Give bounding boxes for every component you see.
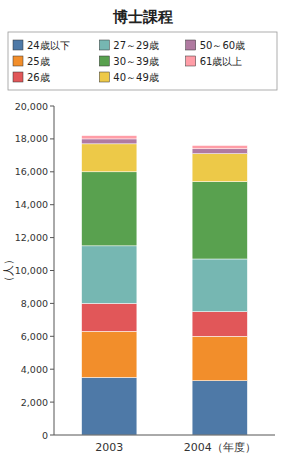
y-tick-label: 4,000 xyxy=(21,364,48,375)
legend-swatch xyxy=(99,40,109,50)
legend-frame xyxy=(8,32,277,90)
bar-segment xyxy=(82,331,137,377)
bars xyxy=(82,136,248,435)
y-tick xyxy=(50,204,54,205)
chart: 博士課程 24歳以下 25歳 26歳 27～29歳 30～39歳 40～49歳 50～60歳 6… xyxy=(0,0,285,465)
legend-swatch xyxy=(13,72,23,82)
bar-segment xyxy=(82,139,137,144)
y-tick-label: 16,000 xyxy=(15,166,48,177)
y-tick xyxy=(50,435,54,436)
legend-swatch xyxy=(13,56,23,66)
bar-segment xyxy=(82,172,137,246)
legend-swatch xyxy=(99,56,109,66)
bar-segment xyxy=(82,136,137,139)
bar-segment xyxy=(82,303,137,331)
legend-label: 50～60歳 xyxy=(200,40,245,51)
y-tick xyxy=(50,270,54,271)
y-tick-label: 10,000 xyxy=(15,265,48,276)
legend-label: 61歳以上 xyxy=(200,56,243,67)
legend-swatch xyxy=(99,72,109,82)
legend-swatch xyxy=(186,56,196,66)
legend-label: 24歳以下 xyxy=(27,40,70,51)
bar-segment xyxy=(192,182,247,259)
bar-segment xyxy=(192,154,247,182)
y-tick xyxy=(50,402,54,403)
y-tick-label: 8,000 xyxy=(21,298,48,309)
bar-segment xyxy=(82,144,137,172)
y-tick-label: 20,000 xyxy=(15,101,48,112)
x-tick-label: 2003 xyxy=(95,441,123,454)
bar-segment xyxy=(192,312,247,337)
y-axis: 0 2,000 4,000 6,000 8,000 10,000 12,000 14,000 1… xyxy=(15,101,54,441)
legend: 24歳以下 25歳 26歳 27～29歳 30～39歳 40～49歳 50～60歳 61歳以上 xyxy=(8,32,277,90)
bar-segment xyxy=(192,145,247,148)
y-tick xyxy=(50,106,54,107)
bar-segment xyxy=(82,246,137,304)
y-tick xyxy=(50,336,54,337)
y-tick xyxy=(50,369,54,370)
bar-segment xyxy=(192,149,247,154)
y-tick xyxy=(50,171,54,172)
y-axis-line xyxy=(54,106,55,435)
legend-label: 30～39歳 xyxy=(113,56,158,67)
legend-swatch xyxy=(13,40,23,50)
y-tick-label: 0 xyxy=(42,430,48,441)
y-axis-label: （人） xyxy=(2,254,15,287)
legend-label: 26歳 xyxy=(27,72,50,83)
y-tick-label: 6,000 xyxy=(21,331,48,342)
legend-label: 27～29歳 xyxy=(113,40,158,51)
y-tick xyxy=(50,138,54,139)
legend-label: 25歳 xyxy=(27,56,50,67)
y-tick xyxy=(50,237,54,238)
bar-segment xyxy=(192,259,247,312)
y-tick-label: 18,000 xyxy=(15,133,48,144)
x-axis-line xyxy=(54,435,275,436)
y-tick xyxy=(50,303,54,304)
y-tick-label: 2,000 xyxy=(21,397,48,408)
legend-swatch xyxy=(186,40,196,50)
x-tick-label: 2004（年度） xyxy=(184,441,256,454)
bar-segment xyxy=(192,336,247,380)
bar-segment xyxy=(192,381,247,435)
y-tick-label: 14,000 xyxy=(15,199,48,210)
bar-segment xyxy=(82,377,137,435)
y-tick-label: 12,000 xyxy=(15,232,48,243)
title: 博士課程 xyxy=(112,8,173,26)
legend-label: 40～49歳 xyxy=(113,72,158,83)
